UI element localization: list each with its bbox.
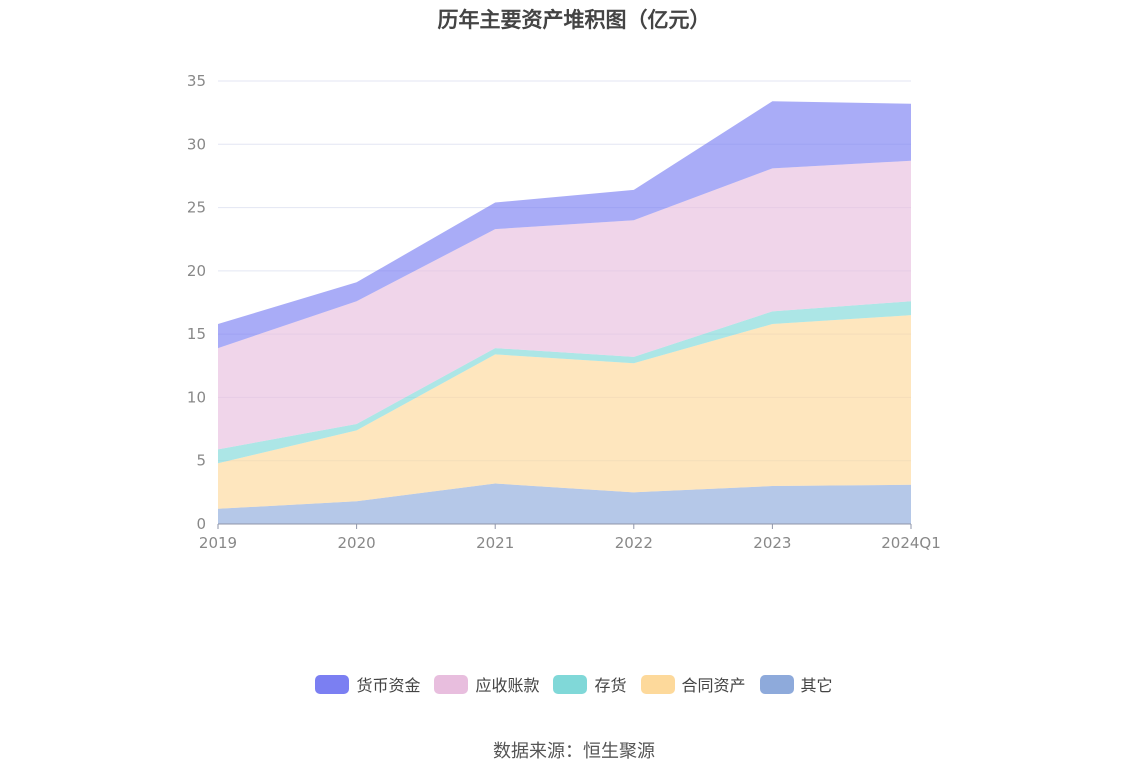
legend-item[interactable]: 其它 <box>759 672 833 696</box>
area-series-3 <box>218 160 911 450</box>
x-tick-label: 2020 <box>338 534 376 552</box>
x-tick-label: 2024Q1 <box>881 534 941 552</box>
legend-item[interactable]: 合同资产 <box>640 672 746 696</box>
legend-label: 其它 <box>800 676 833 695</box>
chart-title: 历年主要资产堆积图（亿元） <box>437 8 711 32</box>
stacked-area-chart: 0 5 10 15 20 25 30 35 2019 2020 2021 2022 2023 2024Q1 <box>187 72 941 552</box>
legend-label: 应收账款 <box>475 676 540 695</box>
legend-swatch <box>315 674 350 694</box>
area-series-0 <box>218 483 911 524</box>
axes: 0 5 10 15 20 25 30 35 2019 2020 2021 2022 2023 2024Q1 <box>187 72 941 552</box>
y-tick-label: 5 <box>196 452 206 470</box>
legend-label: 合同资产 <box>681 676 746 695</box>
y-tick-label: 35 <box>187 72 206 90</box>
y-tick-label: 15 <box>187 325 206 343</box>
legend-swatch <box>434 674 469 694</box>
legend-item[interactable]: 存货 <box>553 672 627 696</box>
area-series <box>218 101 911 524</box>
legend-label: 货币资金 <box>356 676 421 695</box>
legend-swatch <box>640 674 675 694</box>
area-series-2 <box>218 301 911 464</box>
area-series-4 <box>218 101 911 349</box>
y-tick-label: 30 <box>187 135 206 153</box>
legend-item[interactable]: 货币资金 <box>315 672 420 696</box>
y-tick-label: 0 <box>196 515 206 533</box>
y-tick-label: 10 <box>187 388 206 406</box>
x-tick-label: 2019 <box>199 534 237 552</box>
legend-label: 存货 <box>594 676 627 695</box>
legend-item[interactable]: 应收账款 <box>434 672 539 696</box>
x-tick-label: 2021 <box>476 534 514 552</box>
legend-swatch <box>553 674 588 694</box>
legend: 货币资金 应收账款 存货 合同资产 其它 <box>0 672 1148 696</box>
legend-swatch <box>759 674 794 694</box>
x-tick-label: 2023 <box>753 534 791 552</box>
y-tick-label: 25 <box>187 199 206 217</box>
area-series-1 <box>218 315 911 509</box>
source-text: 数据来源：恒生聚源 <box>493 741 655 762</box>
x-tick-label: 2022 <box>615 534 653 552</box>
y-tick-label: 20 <box>187 262 206 280</box>
